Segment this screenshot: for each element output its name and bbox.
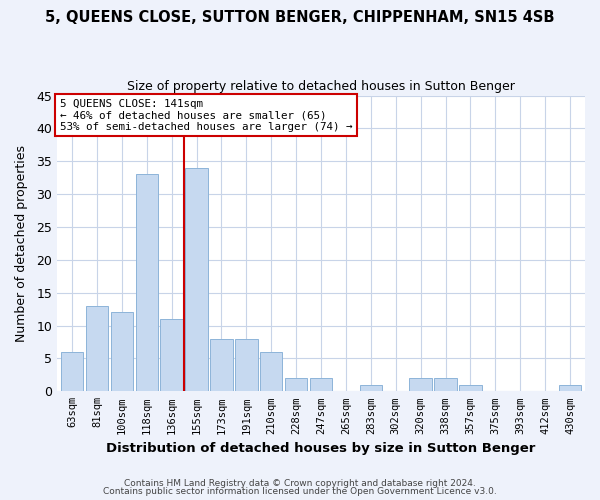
Bar [86, 306, 108, 392]
Bar [260, 352, 283, 392]
Bar [110, 312, 133, 392]
Bar [285, 378, 307, 392]
Bar [160, 319, 183, 392]
Bar [310, 378, 332, 392]
Bar [185, 168, 208, 392]
Bar [61, 352, 83, 392]
Bar [136, 174, 158, 392]
Bar [359, 384, 382, 392]
Text: 5, QUEENS CLOSE, SUTTON BENGER, CHIPPENHAM, SN15 4SB: 5, QUEENS CLOSE, SUTTON BENGER, CHIPPENH… [45, 10, 555, 25]
Text: 5 QUEENS CLOSE: 141sqm
← 46% of detached houses are smaller (65)
53% of semi-det: 5 QUEENS CLOSE: 141sqm ← 46% of detached… [60, 98, 352, 132]
Text: Contains HM Land Registry data © Crown copyright and database right 2024.: Contains HM Land Registry data © Crown c… [124, 478, 476, 488]
Bar [559, 384, 581, 392]
Title: Size of property relative to detached houses in Sutton Benger: Size of property relative to detached ho… [127, 80, 515, 93]
Y-axis label: Number of detached properties: Number of detached properties [15, 145, 28, 342]
Bar [434, 378, 457, 392]
Bar [459, 384, 482, 392]
Bar [235, 338, 257, 392]
Bar [409, 378, 432, 392]
Text: Contains public sector information licensed under the Open Government Licence v3: Contains public sector information licen… [103, 487, 497, 496]
X-axis label: Distribution of detached houses by size in Sutton Benger: Distribution of detached houses by size … [106, 442, 536, 455]
Bar [210, 338, 233, 392]
